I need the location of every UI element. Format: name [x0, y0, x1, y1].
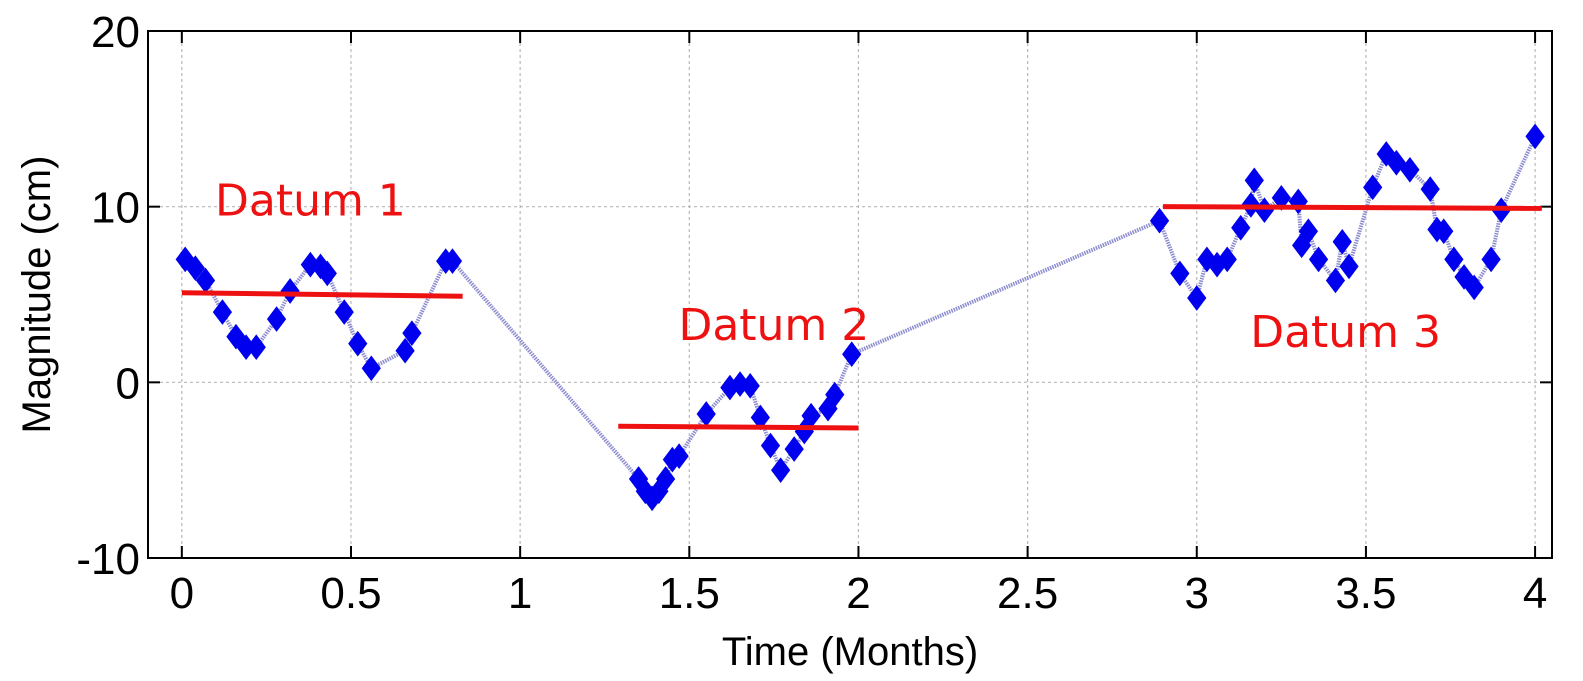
- data-point-marker: [1217, 246, 1237, 273]
- data-point-marker: [1298, 218, 1319, 245]
- data-point-marker: [1244, 167, 1264, 194]
- data-point-marker: [1363, 174, 1383, 201]
- data-point-marker: [784, 436, 804, 462]
- x-tick-label: 4: [1523, 569, 1547, 618]
- data-point-marker: [395, 337, 415, 364]
- series-markers: [175, 123, 1545, 512]
- datum-label: Datum 2: [678, 300, 869, 351]
- data-point-marker: [246, 334, 266, 361]
- datum-line: [181, 290, 463, 299]
- y-tick-label: -10: [76, 535, 140, 584]
- data-point-marker: [1464, 274, 1484, 301]
- data-point-marker: [185, 255, 205, 281]
- data-point-marker: [842, 341, 862, 368]
- x-tick-label: 1: [508, 569, 532, 618]
- x-tick-label: 0: [170, 569, 194, 618]
- data-point-marker: [334, 299, 354, 325]
- data-point-marker: [1339, 253, 1359, 280]
- data-point-marker: [760, 432, 781, 459]
- data-point-marker: [740, 373, 760, 399]
- data-point-marker: [1325, 267, 1346, 294]
- data-point-marker: [1444, 246, 1464, 273]
- data-point-marker: [1231, 214, 1251, 241]
- x-tick-label: 2.5: [997, 569, 1058, 618]
- datum-line: [1162, 204, 1542, 211]
- data-point-marker: [1308, 246, 1329, 273]
- data-point-marker: [442, 248, 463, 274]
- y-axis-title: Magnitude (cm): [15, 156, 59, 434]
- data-point-marker: [361, 355, 381, 382]
- data-point-marker: [1420, 176, 1440, 202]
- datum-reference-lines: [181, 204, 1542, 431]
- y-tick-label: 10: [91, 184, 140, 233]
- datum-line: [618, 423, 859, 431]
- data-point-marker: [402, 320, 422, 346]
- y-tick-label: 0: [116, 359, 140, 408]
- data-point-marker: [1434, 218, 1454, 245]
- data-point-marker: [825, 381, 845, 408]
- data-point-marker: [1400, 156, 1420, 183]
- data-point-marker: [1386, 149, 1407, 176]
- axis-ticks: [148, 30, 1552, 559]
- x-tick-label: 0.5: [320, 569, 381, 618]
- x-tick-label: 3: [1185, 569, 1209, 618]
- x-tick-labels: 0 0.5 1 1.5 2 2.5 3 3.5 4: [170, 569, 1548, 618]
- x-tick-label: 3.5: [1335, 569, 1396, 618]
- x-tick-label: 2: [846, 569, 870, 618]
- datum-annotations: Datum 1 Datum 2 Datum 3: [215, 175, 1441, 358]
- x-tick-label: 1.5: [659, 569, 720, 618]
- datum-label: Datum 1: [215, 175, 406, 226]
- data-point-marker: [1170, 260, 1190, 287]
- data-point-marker: [669, 443, 689, 469]
- data-point-marker: [317, 260, 337, 287]
- data-point-marker: [280, 278, 300, 304]
- data-point-marker: [1149, 207, 1170, 234]
- data-point-marker: [348, 330, 368, 357]
- data-point-marker: [655, 466, 676, 492]
- y-tick-labels: -10 0 10 20: [76, 8, 140, 584]
- data-point-marker: [1525, 123, 1545, 150]
- y-tick-label: 20: [91, 8, 140, 57]
- data-point-marker: [1481, 246, 1501, 273]
- data-point-marker: [1187, 285, 1207, 311]
- datum-label: Datum 3: [1250, 307, 1441, 358]
- data-point-marker: [212, 299, 233, 325]
- data-point-marker: [266, 306, 287, 332]
- plot-area-frame: [147, 30, 1553, 559]
- x-axis-title: Time (Months): [722, 630, 978, 674]
- data-point-marker: [1332, 228, 1352, 255]
- data-point-marker: [1271, 185, 1291, 211]
- data-point-marker: [771, 457, 791, 483]
